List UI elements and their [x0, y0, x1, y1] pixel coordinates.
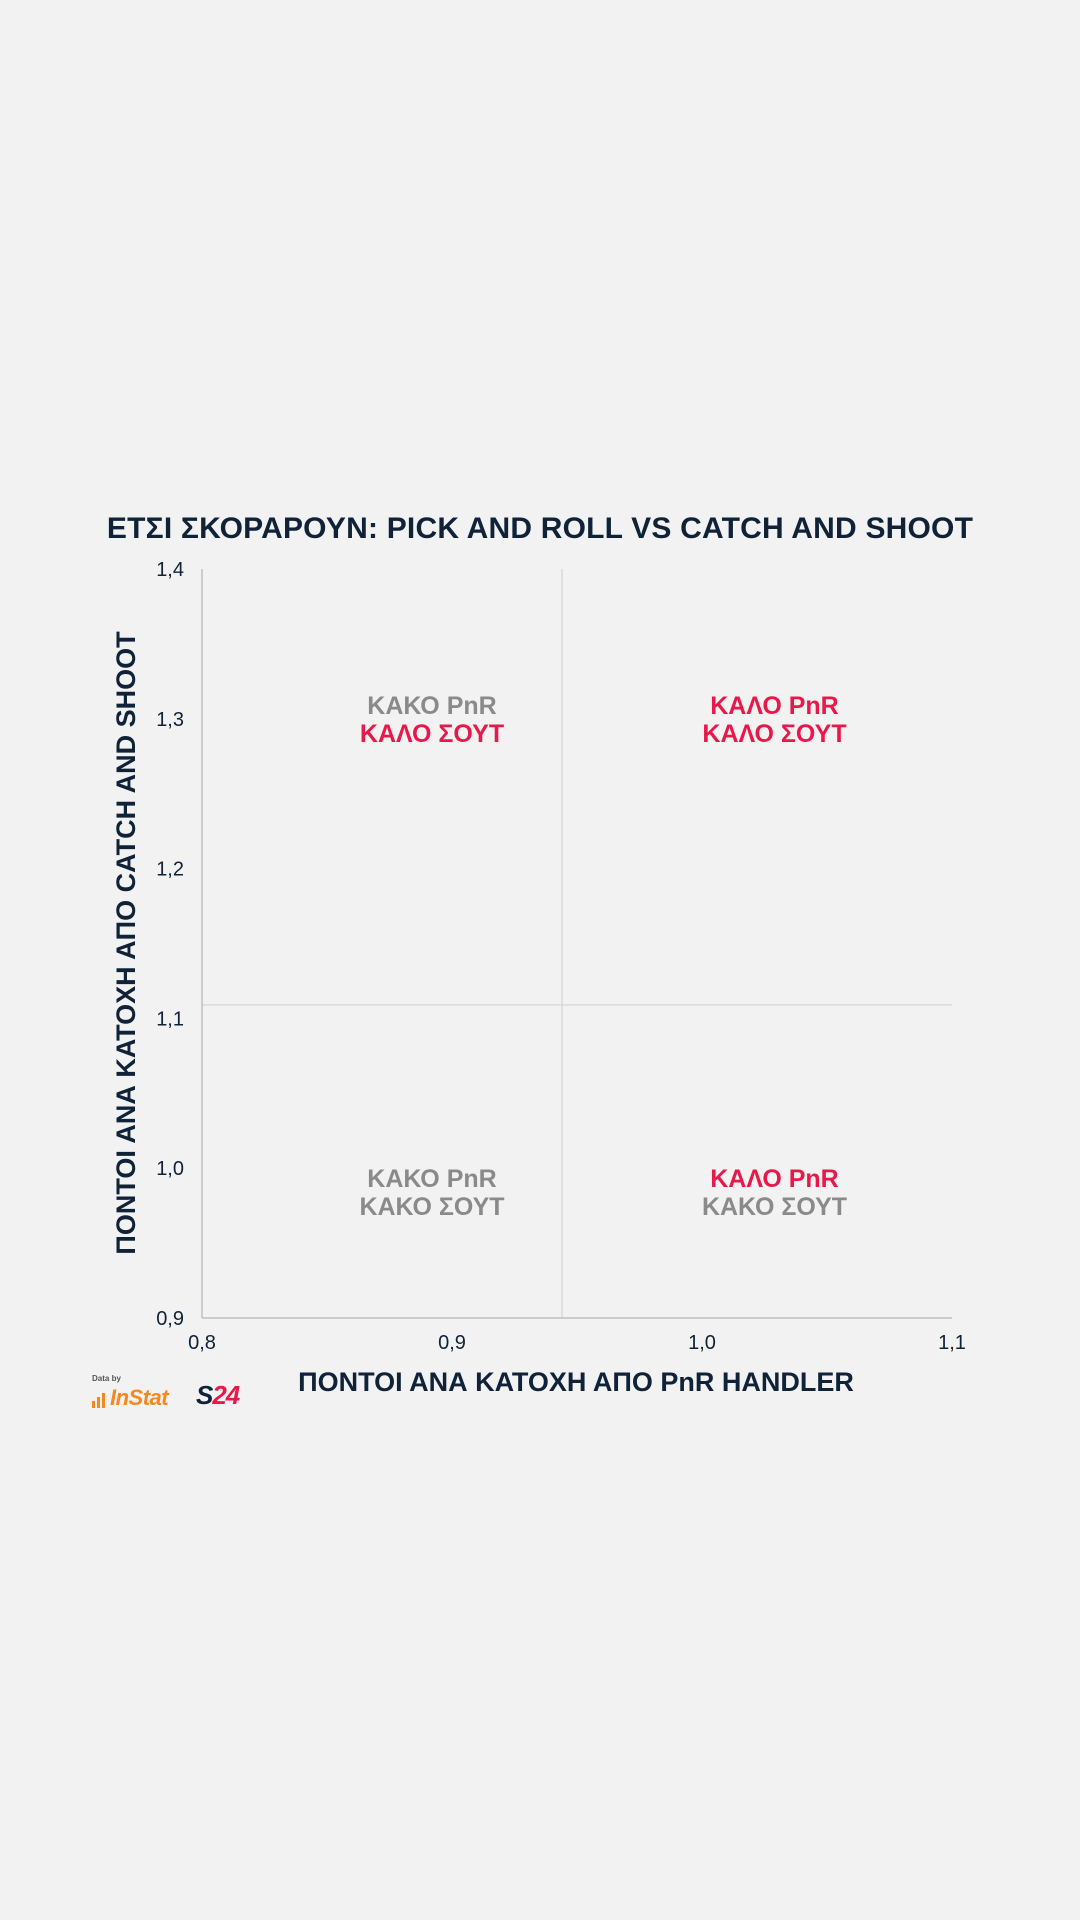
x-tick-label: 1,0 — [688, 1332, 716, 1354]
quadrant-line-1: ΚΑΚΟ PnR — [367, 692, 496, 720]
y-tick-label: 1,3 — [156, 709, 184, 731]
data-by-label: Data by — [92, 1374, 121, 1383]
reference-lines — [202, 569, 952, 1318]
quadrant-line-2: ΚΑΚΟ ΣΟΥΤ — [702, 1193, 847, 1221]
quadrant-line-2: ΚΑΛΟ ΣΟΥΤ — [360, 720, 504, 748]
s24-logo-num: 24 — [212, 1380, 240, 1410]
footer-logos: Data by InStat S24 — [92, 1374, 262, 1410]
x-tick-label: 0,9 — [438, 1332, 466, 1354]
y-tick-label: 1,1 — [156, 1008, 184, 1030]
y-axis-title: ΠΟΝΤΟΙ ΑΝΑ ΚΑΤΟΧΗ ΑΠΟ CATCH AND SHOOT — [111, 631, 141, 1255]
chart-title-bold: ΕΤΣΙ ΣΚΟΡΑΡΟΥΝ: — [106, 512, 379, 545]
axes — [201, 569, 952, 1319]
s24-logo-s: S — [196, 1380, 213, 1410]
quadrant-line-1: ΚΑΛΟ PnR — [710, 1165, 839, 1193]
quadrant-line-2: ΚΑΛΟ ΣΟΥΤ — [702, 720, 846, 748]
quadrant-line-1: ΚΑΛΟ PnR — [710, 692, 839, 720]
instat-bars-icon — [92, 1390, 107, 1408]
x-axis-title: ΠΟΝΤΟΙ ΑΝΑ ΚΑΤΟΧΗ ΑΠΟ PnR HANDLER — [298, 1367, 854, 1397]
x-tick-labels: 0,8 0,9 1,0 1,1 — [188, 1332, 966, 1354]
y-tick-label: 1,0 — [156, 1158, 184, 1180]
instat-logo: Data by InStat — [92, 1374, 192, 1410]
y-tick-labels: 0,9 1,0 1,1 1,2 1,3 1,4 — [156, 559, 184, 1330]
quadrant-line-2: ΚΑΚΟ ΣΟΥΤ — [359, 1193, 504, 1221]
y-tick-label: 0,9 — [156, 1308, 184, 1330]
x-tick-label: 0,8 — [188, 1332, 216, 1354]
s24-logo: S24 — [196, 1380, 240, 1410]
y-tick-label: 1,4 — [156, 559, 184, 581]
instat-name: InStat — [110, 1385, 169, 1410]
chart-title: ΕΤΣΙ ΣΚΟΡΑΡΟΥΝ: PICK AND ROLL VS CATCH A… — [0, 512, 1080, 546]
quadrant-line-1: ΚΑΚΟ PnR — [367, 1165, 496, 1193]
x-tick-label: 1,1 — [938, 1332, 966, 1354]
chart-title-rest: PICK AND ROLL VS CATCH AND SHOOT — [386, 512, 974, 545]
y-tick-label: 1,2 — [156, 859, 184, 881]
